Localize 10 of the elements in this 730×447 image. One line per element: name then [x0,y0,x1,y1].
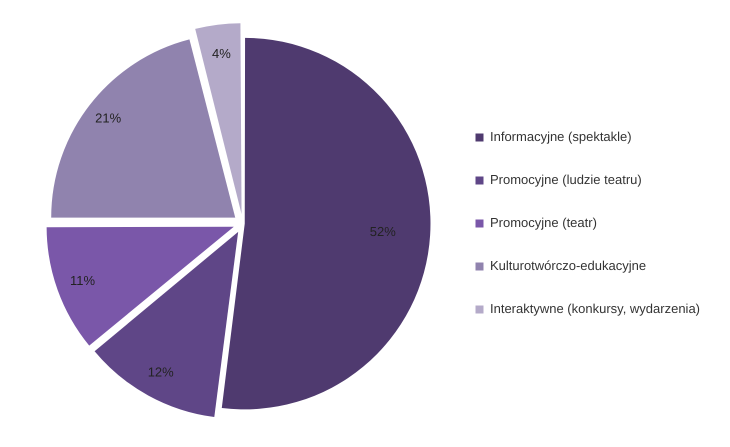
data-label: 4% [212,46,232,62]
legend-label: Promocyjne (ludzie teatru) [490,172,642,188]
data-label: 11% [70,272,96,288]
data-label: 12% [148,364,174,380]
data-label: 21% [95,110,122,126]
data-label: 52% [370,224,396,239]
legend-label: Informacyjne (spektakle) [490,129,632,144]
legend-label: Interaktywne (konkursy, wydarzenia) [490,301,700,316]
legend-label: Promocyjne (teatr) [490,215,597,230]
legend-label: Kulturotwórczo-edukacyjne [490,258,646,274]
